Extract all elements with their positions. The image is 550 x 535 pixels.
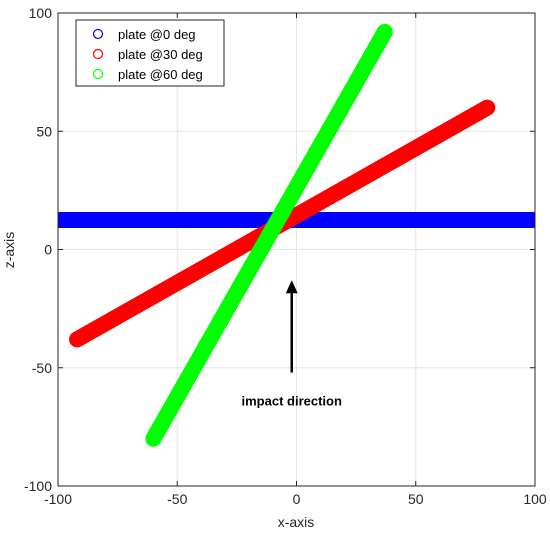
y-tick-label: -50 (32, 360, 52, 376)
legend-entry-label: plate @30 deg (118, 47, 203, 62)
series-3 (145, 23, 393, 447)
data-point (376, 23, 393, 40)
series-layer (58, 23, 535, 447)
legend: plate @0 deg plate @30 deg plate @60 deg (75, 19, 225, 87)
annotation-layer: impact direction (242, 280, 342, 408)
x-tick-label: -100 (44, 491, 72, 507)
data-point (527, 211, 535, 228)
y-tick-label: -100 (24, 478, 52, 494)
x-tick-label: 0 (293, 491, 301, 507)
x-tick-label: 50 (408, 491, 424, 507)
y-tick-label: 50 (36, 123, 52, 139)
legend-marker (92, 48, 104, 60)
legend-marker (92, 28, 104, 40)
impact-direction-label: impact direction (242, 393, 342, 408)
y-tick-label: 100 (29, 5, 53, 21)
legend-entry-label: plate @0 deg (118, 27, 196, 42)
x-tick-label: 100 (523, 491, 547, 507)
y-axis-label: z-axis (1, 232, 17, 269)
y-tick-label: 0 (44, 242, 52, 258)
data-point (479, 99, 496, 116)
series-1 (58, 211, 535, 228)
x-tick-label: -50 (167, 491, 187, 507)
legend-box (75, 19, 225, 87)
x-axis-label: x-axis (278, 514, 315, 530)
impact-arrow-head (285, 280, 298, 294)
ticks: -100 -50 0 50 100 -100 -50 0 50 100 (24, 5, 547, 507)
legend-marker (92, 68, 104, 80)
legend-entry-label: plate @60 deg (118, 67, 203, 82)
